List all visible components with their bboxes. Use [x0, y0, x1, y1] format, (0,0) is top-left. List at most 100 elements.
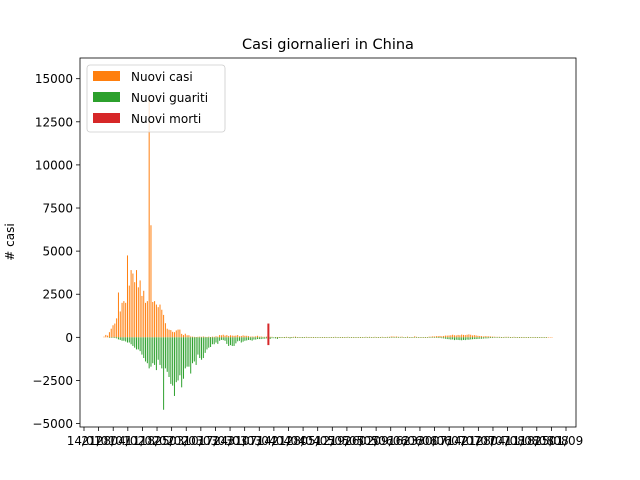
bar-nuovi-guariti [244, 337, 246, 341]
bar-nuovi-guariti [421, 337, 423, 338]
bar-nuovi-guariti [370, 337, 372, 338]
bar-nuovi-guariti [403, 337, 405, 338]
x-tick-label: 14/01 [67, 434, 102, 448]
plot-area-frame [79, 57, 577, 428]
bar-nuovi-casi [394, 336, 396, 338]
bar-nuovi-guariti [378, 337, 380, 338]
bar-nuovi-casi [143, 290, 145, 338]
bar-nuovi-casi [374, 336, 376, 338]
bar-nuovi-guariti [233, 337, 235, 346]
bar-nuovi-guariti [533, 337, 535, 338]
bar-nuovi-casi [121, 302, 123, 338]
bar-nuovi-casi [508, 336, 510, 338]
bar-nuovi-guariti [325, 337, 327, 338]
bar-nuovi-casi [515, 336, 517, 338]
bar-nuovi-casi [524, 336, 526, 338]
bar-nuovi-casi [470, 334, 472, 338]
bar-nuovi-guariti [526, 337, 528, 338]
bar-nuovi-guariti [199, 337, 201, 359]
bar-nuovi-casi [509, 336, 511, 338]
bar-nuovi-guariti [524, 337, 526, 338]
bar-nuovi-guariti [363, 337, 365, 338]
bar-nuovi-casi [352, 336, 354, 338]
legend: Nuovi casi Nuovi guariti Nuovi morti [86, 64, 226, 133]
bar-nuovi-casi [450, 335, 452, 338]
bar-nuovi-guariti [197, 337, 199, 355]
bar-nuovi-casi [437, 336, 439, 338]
bar-nuovi-guariti [453, 337, 455, 341]
bar-nuovi-casi [313, 336, 315, 338]
x-tick-label: 04/02 [111, 434, 146, 448]
bar-nuovi-casi [213, 336, 215, 338]
bar-nuovi-casi [441, 336, 443, 338]
bar-nuovi-casi [343, 336, 345, 338]
bar-nuovi-guariti [412, 337, 414, 338]
bar-nuovi-casi [255, 336, 257, 338]
bar-nuovi-guariti [441, 337, 443, 339]
bar-nuovi-casi [258, 336, 260, 338]
bar-nuovi-casi [410, 336, 412, 338]
bar-nuovi-guariti [374, 337, 376, 338]
bar-nuovi-guariti [318, 337, 320, 338]
bar-nuovi-guariti [352, 337, 354, 338]
bar-nuovi-guariti [146, 337, 148, 364]
bar-nuovi-casi [459, 335, 461, 338]
bar-nuovi-casi [444, 335, 446, 338]
bar-nuovi-casi [520, 336, 522, 338]
bar-nuovi-guariti [334, 337, 336, 338]
bar-nuovi-guariti [455, 337, 457, 340]
bar-nuovi-guariti [452, 337, 454, 340]
bar-nuovi-guariti [168, 337, 170, 377]
bar-nuovi-casi [240, 335, 242, 338]
bar-nuovi-guariti [444, 337, 446, 339]
bar-nuovi-guariti [466, 337, 468, 340]
bar-nuovi-guariti [347, 337, 349, 338]
bar-nuovi-guariti [392, 337, 394, 338]
bar-nuovi-guariti [173, 337, 175, 396]
bar-nuovi-guariti [179, 337, 181, 376]
bar-nuovi-guariti [182, 337, 184, 379]
bar-nuovi-guariti [123, 337, 125, 341]
x-tick-label: 16/06 [388, 434, 423, 448]
bar-nuovi-guariti [128, 337, 130, 343]
bar-nuovi-guariti [139, 337, 141, 352]
bar-nuovi-guariti [159, 337, 161, 365]
bar-nuovi-casi [518, 336, 520, 338]
bar-nuovi-guariti [491, 337, 493, 339]
bar-nuovi-guariti [379, 337, 381, 338]
y-tick-label: −5000 [32, 417, 73, 431]
bar-nuovi-guariti [464, 337, 466, 341]
bar-nuovi-guariti [488, 337, 490, 339]
bar-nuovi-casi [488, 336, 490, 338]
bar-nuovi-casi [477, 335, 479, 338]
bar-nuovi-casi [358, 336, 360, 338]
bar-nuovi-guariti [177, 337, 179, 381]
x-tick-label: 14/07 [446, 434, 481, 448]
bar-nuovi-guariti [372, 337, 374, 338]
x-tick-label: 28/07 [476, 434, 511, 448]
bar-nuovi-guariti [522, 337, 524, 338]
y-tick-label: 2500 [42, 288, 73, 302]
bar-nuovi-casi [166, 328, 168, 338]
x-tick-label: 05/05 [300, 434, 335, 448]
legend-box [86, 64, 226, 133]
bar-nuovi-guariti [298, 337, 300, 338]
bar-nuovi-casi [134, 282, 136, 338]
bar-nuovi-guariti [531, 337, 533, 338]
bar-nuovi-casi [381, 336, 383, 338]
bar-nuovi-casi [269, 336, 271, 338]
bar-nuovi-guariti [394, 337, 396, 338]
bar-nuovi-guariti [314, 337, 316, 338]
bar-nuovi-casi [439, 335, 441, 338]
bar-nuovi-guariti [260, 337, 262, 340]
bar-nuovi-guariti [410, 337, 412, 338]
bar-nuovi-guariti [340, 337, 342, 338]
bar-nuovi-guariti [365, 337, 367, 338]
bar-nuovi-casi [430, 336, 432, 338]
bar-nuovi-guariti [428, 337, 430, 338]
y-tick-label: 7500 [42, 202, 73, 216]
x-tick-label: 02/06 [359, 434, 394, 448]
bar-nuovi-guariti [481, 337, 483, 339]
bar-nuovi-guariti [163, 337, 165, 410]
x-tick-label: 17/03 [198, 434, 233, 448]
